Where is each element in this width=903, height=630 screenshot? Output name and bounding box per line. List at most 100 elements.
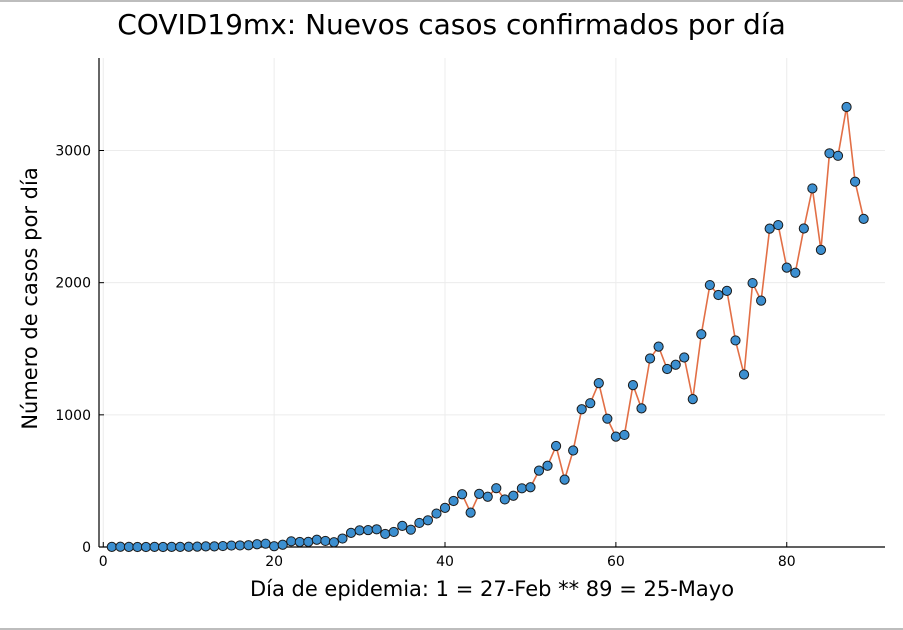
x-tick-label: 0: [99, 554, 108, 570]
data-point: [474, 488, 485, 499]
data-point: [687, 394, 698, 405]
data-point: [679, 352, 690, 363]
data-point: [166, 541, 177, 552]
data-point: [226, 540, 237, 551]
data-point: [602, 413, 613, 424]
data-point: [448, 495, 459, 507]
data-point: [568, 445, 579, 456]
data-point: [388, 526, 399, 538]
x-tick-label: 80: [778, 554, 796, 570]
data-point: [157, 541, 169, 553]
axes: [98, 58, 885, 548]
data-point: [550, 440, 562, 452]
data-point: [653, 341, 664, 352]
data-point: [422, 515, 434, 526]
series-line: [111, 106, 865, 548]
data-point: [730, 335, 741, 346]
data-point: [175, 541, 186, 552]
data-point: [704, 279, 715, 291]
data-point: [251, 539, 263, 550]
x-tick-label: 20: [265, 554, 283, 570]
data-point: [781, 262, 792, 273]
y-tick-label: 1000: [55, 408, 91, 424]
data-point: [738, 369, 750, 380]
data-point: [439, 502, 451, 513]
y-axis-label: Número de casos por día: [18, 167, 42, 429]
data-point: [585, 398, 596, 409]
data-point: [636, 403, 647, 414]
data-point: [183, 541, 194, 552]
data-point: [320, 535, 331, 547]
data-point: [397, 520, 408, 531]
tick-labels: 0 20 40 60 80 0 1000 2000 3000: [55, 144, 795, 570]
data-point: [525, 482, 536, 493]
data-point: [619, 429, 630, 441]
data-point: [764, 223, 775, 234]
x-tick-label: 40: [436, 554, 454, 570]
data-point: [790, 267, 801, 278]
data-point: [200, 541, 211, 552]
y-tick-label: 0: [82, 540, 91, 556]
data-point: [380, 528, 391, 540]
data-point: [243, 540, 254, 551]
data-point: [798, 223, 809, 234]
data-point: [696, 329, 707, 340]
data-point: [516, 483, 528, 494]
data-point: [858, 213, 869, 224]
data-point: [132, 541, 143, 553]
data-point: [149, 541, 160, 552]
grid-lines: [99, 58, 885, 548]
data-point: [644, 353, 656, 364]
x-axis-label: Día de epidemia: 1 = 27-Feb ** 89 = 25-M…: [250, 577, 734, 601]
data-point: [328, 537, 340, 548]
data-point: [269, 541, 280, 552]
data-point: [482, 491, 493, 502]
chart-title: COVID19mx: Nuevos casos confirmados por …: [117, 8, 786, 41]
data-point: [303, 536, 314, 547]
data-point: [209, 541, 220, 552]
data-point: [610, 431, 621, 442]
data-point: [662, 363, 673, 375]
data-point: [542, 460, 553, 471]
data-point: [756, 295, 767, 306]
data-point: [670, 359, 681, 370]
data-point: [465, 507, 476, 518]
data-point: [559, 474, 570, 485]
data-point: [123, 541, 135, 552]
data-point: [841, 101, 852, 113]
data-point: [337, 533, 348, 544]
data-point: [576, 404, 587, 415]
data-point: [363, 524, 374, 536]
plot-area: [106, 101, 869, 553]
data-point: [713, 289, 724, 301]
data-point: [345, 527, 357, 538]
data-point: [593, 378, 604, 389]
data-point: [431, 508, 442, 519]
data-point: [192, 541, 203, 552]
data-point: [234, 540, 246, 551]
data-point: [371, 524, 382, 535]
y-tick-label: 3000: [55, 144, 91, 160]
data-point: [508, 490, 519, 501]
data-point: [277, 539, 288, 550]
data-point: [491, 483, 502, 494]
data-point: [824, 148, 835, 159]
data-point: [533, 465, 545, 476]
data-point: [627, 380, 639, 391]
data-point: [260, 538, 271, 549]
y-tick-label: 2000: [55, 276, 91, 292]
data-point: [354, 525, 365, 536]
data-point: [456, 489, 468, 500]
data-point: [849, 176, 861, 187]
data-point: [286, 536, 297, 547]
data-point: [311, 534, 322, 545]
data-point: [499, 494, 510, 505]
data-point: [747, 277, 758, 289]
data-point: [832, 150, 844, 161]
data-point: [294, 536, 305, 548]
data-point: [773, 219, 784, 231]
x-tick-label: 60: [607, 554, 625, 570]
data-point: [106, 541, 117, 552]
